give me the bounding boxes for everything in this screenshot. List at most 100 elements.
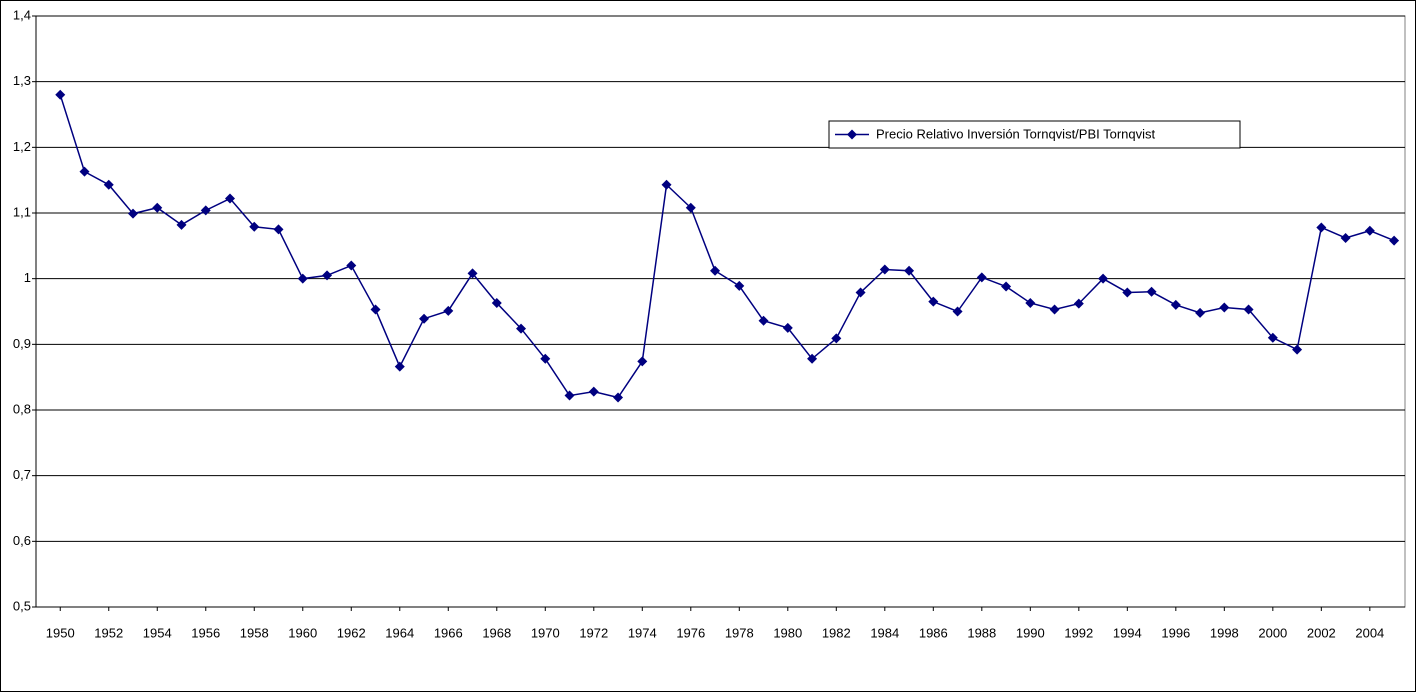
x-tick-label: 1964 [385,625,414,640]
data-point [734,280,745,291]
y-tick-label: 1,4 [13,7,31,22]
x-tick-label: 1978 [725,625,754,640]
data-point [491,297,502,308]
legend-box [828,120,1241,149]
data-point [394,361,405,372]
x-tick-label: 1954 [143,625,172,640]
x-tick-label: 1992 [1064,625,1093,640]
x-tick-label: 1988 [967,625,996,640]
data-point [1292,344,1303,355]
data-point [346,260,357,271]
x-tick-label: 2000 [1258,625,1287,640]
legend-marker [847,129,857,140]
x-tick-label: 1982 [822,625,851,640]
y-tick-label: 0,8 [13,401,31,416]
data-point [855,287,866,298]
data-point [879,264,890,275]
data-point [516,323,527,334]
x-tick-label: 1960 [288,625,317,640]
x-tick-label: 1990 [1016,625,1045,640]
data-point [1098,273,1109,284]
data-point [443,305,454,316]
data-point [1267,332,1278,343]
y-tick-label: 1,2 [13,139,31,154]
series-line [59,94,1395,399]
y-tick-label: 0,9 [13,336,31,351]
data-point [103,179,114,190]
data-point [1340,232,1351,243]
data-point [807,353,818,364]
data-point [710,265,721,276]
data-point [370,304,381,315]
data-point [1073,298,1084,309]
data-point [225,193,236,204]
data-point [419,313,430,324]
x-tick-label: 1994 [1113,625,1142,640]
x-tick-label: 1950 [46,625,75,640]
data-point [782,322,793,333]
y-tick-label: 1,1 [13,204,31,219]
data-point [1025,297,1036,308]
data-point [758,315,769,326]
data-point [176,219,187,230]
x-tick-label: 2002 [1307,625,1336,640]
x-tick-label: 1968 [482,625,511,640]
x-tick-label: 1984 [870,625,899,640]
data-point [200,205,211,216]
data-point [831,333,842,344]
data-point [1122,287,1133,298]
x-tick-label: 1980 [773,625,802,640]
data-point [1049,304,1060,315]
data-point [1195,307,1206,318]
x-tick-label: 1962 [337,625,366,640]
data-point [1364,225,1375,236]
x-tick-label: 1952 [94,625,123,640]
data-point [685,202,696,213]
data-point [1219,302,1230,313]
data-point [904,265,915,276]
data-point [79,166,90,177]
x-tick-label: 1966 [434,625,463,640]
y-tick-label: 0,7 [13,467,31,482]
data-point [152,202,163,213]
data-point [952,306,963,317]
data-point [1389,235,1400,246]
plot-area [35,15,1406,608]
data-point [467,268,478,279]
y-tick-label: 0,6 [13,533,31,548]
data-point [564,390,575,401]
x-tick-label: 1998 [1210,625,1239,640]
x-tick-label: 1974 [628,625,657,640]
x-tick-label: 1970 [531,625,560,640]
data-point [1316,222,1327,233]
data-point [249,221,260,232]
x-tick-label: 1958 [240,625,269,640]
x-tick-label: 1976 [676,625,705,640]
data-point [128,208,139,219]
legend-label: Precio Relativo Inversión Tornqvist/PBI … [876,126,1156,141]
data-point [1170,299,1181,310]
data-point [976,272,987,283]
data-point [1146,286,1157,297]
y-tick-label: 1,3 [13,73,31,88]
data-point [588,386,599,397]
x-tick-label: 1986 [919,625,948,640]
data-point [613,392,624,403]
data-point [1001,281,1012,292]
data-point [297,273,308,284]
data-point [55,89,66,100]
data-point [322,270,333,281]
data-point [273,224,284,235]
data-point [540,353,551,364]
x-tick-label: 1972 [579,625,608,640]
y-tick-label: 1 [24,270,31,285]
data-point [661,179,672,190]
x-tick-label: 1996 [1161,625,1190,640]
x-tick-label: 2004 [1355,625,1384,640]
x-tick-label: 1956 [191,625,220,640]
data-point [1243,304,1254,315]
data-point [928,296,939,307]
y-tick-label: 0,5 [13,598,31,613]
